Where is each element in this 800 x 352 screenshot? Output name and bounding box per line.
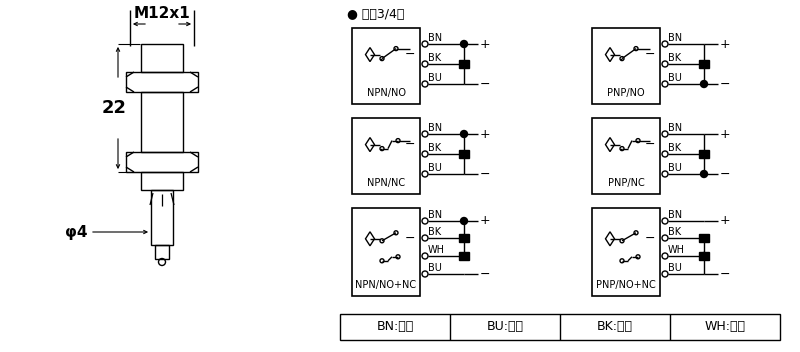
Text: −: − [405, 48, 415, 61]
Text: WH:白色: WH:白色 [705, 321, 746, 333]
Bar [699, 150, 709, 158]
Text: −: − [645, 232, 655, 245]
Text: BN: BN [668, 210, 682, 220]
Text: φ4: φ4 [66, 225, 88, 239]
Text: BU: BU [668, 163, 682, 173]
Text: 22: 22 [102, 99, 126, 117]
Text: BK:黑色: BK:黑色 [597, 321, 633, 333]
Text: +: + [480, 38, 490, 50]
Text: PNP/NO: PNP/NO [607, 88, 645, 98]
Circle shape [701, 252, 707, 259]
Text: ● 直浑3/4线: ● 直浑3/4线 [347, 7, 404, 20]
Text: BN: BN [428, 33, 442, 43]
Circle shape [461, 218, 467, 225]
Text: M12x1: M12x1 [134, 6, 190, 21]
Bar [592, 118, 660, 194]
Circle shape [701, 81, 707, 88]
Text: NPN/NO: NPN/NO [366, 88, 406, 98]
Text: BU:兰色: BU:兰色 [486, 321, 523, 333]
Text: −: − [480, 77, 490, 90]
Bar [141, 44, 183, 72]
Text: −: − [720, 268, 730, 281]
Text: +: + [480, 127, 490, 140]
Bar [592, 28, 660, 104]
Text: BN: BN [428, 123, 442, 133]
Text: BU: BU [428, 73, 442, 83]
Text: BK: BK [428, 143, 441, 153]
Text: BN: BN [428, 210, 442, 220]
Text: PNP/NC: PNP/NC [608, 178, 644, 188]
Text: WH: WH [428, 245, 445, 255]
Text: +: + [720, 38, 730, 50]
Bar [151, 190, 173, 245]
Bar [352, 208, 420, 296]
Text: +: + [480, 214, 490, 227]
Bar [459, 150, 469, 158]
Text: BU: BU [668, 73, 682, 83]
Text: BK: BK [428, 53, 441, 63]
Bar [459, 60, 469, 68]
Bar [459, 252, 469, 260]
Text: BK: BK [668, 143, 681, 153]
Text: −: − [405, 138, 415, 151]
Text: BN: BN [668, 123, 682, 133]
Bar [699, 252, 709, 260]
Bar [459, 234, 469, 242]
Bar [141, 172, 183, 190]
Bar [352, 28, 420, 104]
Bar [699, 60, 709, 68]
Circle shape [461, 131, 467, 138]
Text: BU: BU [428, 263, 442, 273]
Bar [699, 234, 709, 242]
Text: −: − [480, 168, 490, 181]
Text: NPN/NC: NPN/NC [367, 178, 405, 188]
Text: PNP/NO+NC: PNP/NO+NC [596, 280, 656, 290]
Text: −: − [720, 168, 730, 181]
Bar [592, 208, 660, 296]
Bar [155, 245, 169, 259]
Text: −: − [480, 268, 490, 281]
Text: BU: BU [668, 263, 682, 273]
Text: BN:棕色: BN:棕色 [376, 321, 414, 333]
Text: BN: BN [668, 33, 682, 43]
Bar [340, 314, 780, 340]
Text: +: + [720, 214, 730, 227]
Bar [126, 152, 198, 172]
Text: −: − [720, 77, 730, 90]
Bar [141, 92, 183, 152]
Text: NPN/NO+NC: NPN/NO+NC [355, 280, 417, 290]
Circle shape [701, 170, 707, 177]
Bar [352, 118, 420, 194]
Text: WH: WH [668, 245, 685, 255]
Text: −: − [405, 232, 415, 245]
Text: BK: BK [668, 227, 681, 237]
Text: BK: BK [428, 227, 441, 237]
Bar [126, 72, 198, 92]
Circle shape [461, 40, 467, 48]
Text: +: + [720, 127, 730, 140]
Text: BU: BU [428, 163, 442, 173]
Text: −: − [645, 48, 655, 61]
Text: BK: BK [668, 53, 681, 63]
Text: −: − [645, 138, 655, 151]
